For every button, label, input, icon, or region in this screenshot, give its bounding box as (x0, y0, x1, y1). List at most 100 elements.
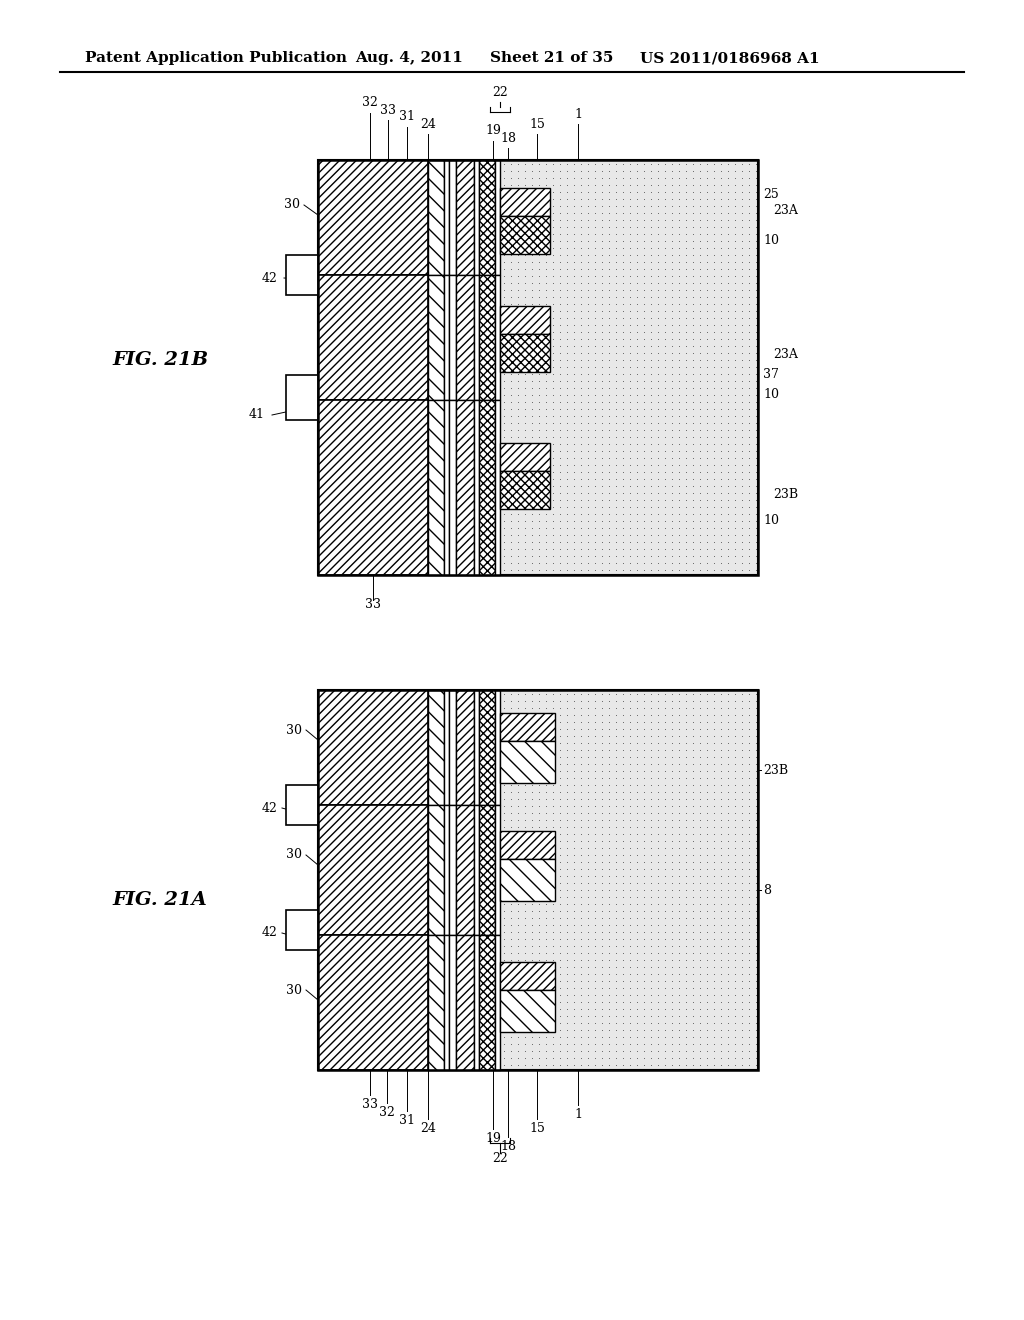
Bar (444, 805, 449, 935)
Bar (318, 275, 428, 400)
Text: 15: 15 (529, 1122, 545, 1135)
Text: 37: 37 (763, 368, 779, 381)
Text: 1: 1 (574, 1109, 582, 1122)
Bar (318, 160, 758, 576)
Bar (286, 255, 318, 294)
Text: FIG. 21A: FIG. 21A (112, 891, 207, 909)
Bar (318, 690, 758, 1071)
Bar (495, 275, 500, 400)
Bar (456, 805, 474, 935)
Text: 23B: 23B (773, 488, 798, 502)
Text: Aug. 4, 2011: Aug. 4, 2011 (355, 51, 463, 65)
Bar (500, 444, 550, 471)
Bar (456, 275, 474, 400)
Bar (318, 805, 428, 935)
Text: 15: 15 (529, 117, 545, 131)
Text: 30: 30 (286, 849, 302, 862)
Bar (474, 160, 479, 275)
Text: 22: 22 (493, 1151, 508, 1164)
Text: 23A: 23A (773, 348, 798, 362)
Text: 18: 18 (500, 1140, 516, 1154)
Text: 30: 30 (286, 983, 302, 997)
Bar (456, 160, 474, 275)
Text: 24: 24 (420, 1122, 436, 1135)
Bar (500, 990, 555, 1032)
Bar (286, 375, 318, 420)
Text: 18: 18 (500, 132, 516, 144)
Bar (444, 690, 449, 805)
Bar (428, 805, 444, 935)
Bar (500, 832, 555, 859)
Text: 1: 1 (574, 107, 582, 120)
Bar (495, 400, 500, 576)
Bar (428, 690, 444, 805)
Bar (500, 306, 550, 334)
Bar (449, 400, 456, 576)
Text: Sheet 21 of 35: Sheet 21 of 35 (490, 51, 613, 65)
Text: 23B: 23B (763, 763, 788, 776)
Bar (444, 275, 449, 400)
Text: 22: 22 (493, 86, 508, 99)
Bar (500, 216, 550, 253)
Text: 10: 10 (763, 388, 779, 401)
Bar (449, 160, 456, 275)
Text: 10: 10 (763, 234, 779, 247)
Text: 19: 19 (485, 124, 501, 137)
Bar (444, 935, 449, 1071)
Bar (474, 400, 479, 576)
Text: 32: 32 (362, 96, 378, 110)
Bar (500, 859, 555, 902)
Text: FIG. 21B: FIG. 21B (112, 351, 208, 370)
Bar (286, 785, 318, 825)
Bar (318, 690, 428, 805)
Text: 8: 8 (763, 883, 771, 896)
Bar (495, 160, 500, 275)
Bar (456, 400, 474, 576)
Text: 31: 31 (399, 1114, 415, 1127)
Text: 30: 30 (284, 198, 300, 211)
Bar (318, 160, 428, 275)
Text: 23A: 23A (773, 203, 798, 216)
Bar (449, 690, 456, 805)
Bar (479, 805, 495, 935)
Text: 42: 42 (262, 272, 278, 285)
Bar (428, 935, 444, 1071)
Bar (428, 275, 444, 400)
Text: 42: 42 (262, 801, 278, 814)
Text: 25: 25 (763, 189, 778, 202)
Bar (428, 160, 444, 275)
Bar (479, 160, 495, 275)
Bar (318, 400, 428, 576)
Bar (495, 935, 500, 1071)
Bar (318, 160, 758, 576)
Bar (474, 275, 479, 400)
Text: 33: 33 (365, 598, 381, 611)
Bar (500, 471, 550, 510)
Text: 42: 42 (262, 927, 278, 940)
Bar (444, 160, 449, 275)
Text: 10: 10 (763, 513, 779, 527)
Bar (495, 805, 500, 935)
Bar (500, 334, 550, 372)
Text: 32: 32 (379, 1106, 395, 1119)
Bar (286, 909, 318, 950)
Bar (500, 187, 550, 216)
Bar (449, 275, 456, 400)
Text: 24: 24 (420, 117, 436, 131)
Bar (318, 690, 758, 1071)
Text: Patent Application Publication: Patent Application Publication (85, 51, 347, 65)
Bar (500, 962, 555, 990)
Text: 33: 33 (380, 103, 396, 116)
Bar (456, 690, 474, 805)
Text: 19: 19 (485, 1133, 501, 1146)
Bar (449, 805, 456, 935)
Bar (456, 935, 474, 1071)
Text: 41: 41 (249, 408, 265, 421)
Bar (500, 713, 555, 741)
Bar (495, 690, 500, 805)
Bar (318, 935, 428, 1071)
Bar (428, 400, 444, 576)
Bar (474, 935, 479, 1071)
Bar (479, 400, 495, 576)
Text: US 2011/0186968 A1: US 2011/0186968 A1 (640, 51, 819, 65)
